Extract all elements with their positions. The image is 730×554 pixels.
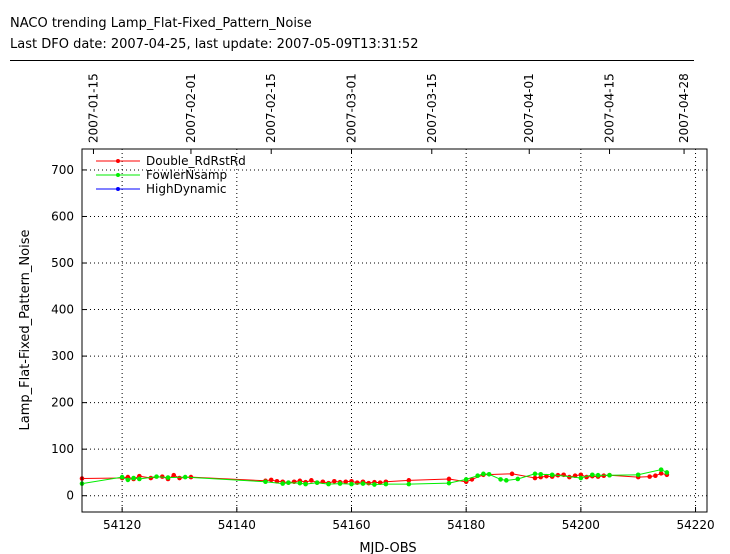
data-point (263, 479, 268, 485)
data-point (337, 481, 343, 486)
data-point (463, 477, 469, 482)
y-tick-label: 0 (66, 489, 74, 503)
data-point (504, 478, 509, 483)
data-point (607, 472, 612, 478)
data-point (131, 475, 136, 481)
data-point (406, 478, 412, 483)
top-date-label: 2007-03-15 (425, 73, 439, 143)
top-date-label: 2007-03-01 (344, 73, 358, 143)
page-title: NACO trending Lamp_Flat-Fixed_Pattern_No… (10, 16, 312, 31)
data-point (383, 481, 389, 487)
data-point (154, 474, 159, 479)
page-subtitle: Last DFO date: 2007-04-25, last update: … (10, 37, 419, 52)
data-point (268, 477, 274, 483)
data-point (509, 471, 515, 477)
x-tick-label: 54200 (562, 518, 600, 532)
data-point (653, 473, 658, 479)
data-point (297, 480, 303, 486)
top-date-label: 2007-04-28 (677, 73, 691, 143)
top-date-label: 2007-02-01 (184, 73, 198, 143)
data-point (549, 472, 555, 478)
data-point (343, 479, 349, 485)
y-tick-label: 200 (51, 396, 74, 410)
y-tick-label: 500 (51, 256, 74, 270)
data-point (280, 481, 285, 486)
data-point (481, 471, 486, 477)
data-point (538, 472, 544, 477)
data-point (165, 475, 171, 480)
data-point (372, 482, 377, 487)
data-point (314, 480, 320, 485)
data-point (515, 476, 521, 482)
data-point (309, 478, 314, 483)
series-FowlerNsamp (79, 467, 670, 487)
data-point (595, 472, 601, 478)
data-point (119, 474, 125, 480)
legend-marker (116, 173, 120, 177)
data-point (125, 477, 131, 483)
legend-marker (116, 187, 120, 191)
data-point (360, 481, 366, 486)
data-point (498, 477, 503, 482)
data-point (446, 476, 452, 482)
legend-entry: HighDynamic (146, 182, 227, 196)
data-point (177, 475, 182, 481)
top-date-label: 2007-01-15 (86, 73, 100, 143)
data-point (286, 480, 291, 485)
data-point (326, 481, 331, 487)
data-point (182, 474, 188, 480)
grid (82, 149, 707, 512)
data-point (331, 478, 337, 484)
data-point (578, 472, 584, 478)
top-date-label: 2007-02-15 (264, 73, 278, 143)
data-point (349, 481, 354, 487)
data-point (475, 473, 480, 479)
data-point (171, 472, 177, 478)
data-point (137, 476, 142, 482)
top-date-label: 2007-04-01 (522, 73, 536, 143)
data-point (303, 481, 308, 487)
y-axis-label: Lamp_Flat-Fixed_Pattern_Noise (18, 230, 33, 431)
data-point (578, 475, 584, 481)
legend-marker (116, 159, 120, 163)
x-tick-label: 54220 (676, 518, 714, 532)
y-tick-label: 700 (51, 163, 74, 177)
data-point (486, 472, 492, 477)
data-point (532, 475, 538, 481)
top-date-label: 2007-04-15 (603, 73, 617, 143)
data-point (658, 471, 664, 476)
data-point (446, 480, 452, 486)
data-point (658, 467, 664, 472)
axes: 54120 54140 54160 54180 54200 54220 0 100 200 300… (51, 73, 715, 532)
data-point (366, 480, 371, 486)
x-axis-label: MJD-OBS (359, 541, 416, 554)
y-tick-label: 100 (51, 442, 74, 456)
data-point (647, 474, 652, 479)
data-point (406, 481, 412, 487)
x-tick-label: 54160 (332, 518, 370, 532)
y-tick-label: 300 (51, 349, 74, 363)
plot-frame (81, 148, 708, 513)
legend-entry: FowlerNsamp (146, 168, 227, 182)
data-point (664, 470, 670, 475)
data-point (590, 472, 595, 478)
x-tick-label: 54180 (447, 518, 485, 532)
legend-entry: Double_RdRstRd (146, 154, 246, 168)
x-tick-label: 54140 (218, 518, 256, 532)
data-point (532, 471, 538, 477)
y-tick-label: 400 (51, 303, 74, 317)
x-tick-label: 54120 (103, 518, 141, 532)
header-divider (10, 60, 694, 61)
series-layer (79, 467, 670, 487)
data-point (635, 472, 641, 478)
y-tick-label: 600 (51, 209, 74, 223)
